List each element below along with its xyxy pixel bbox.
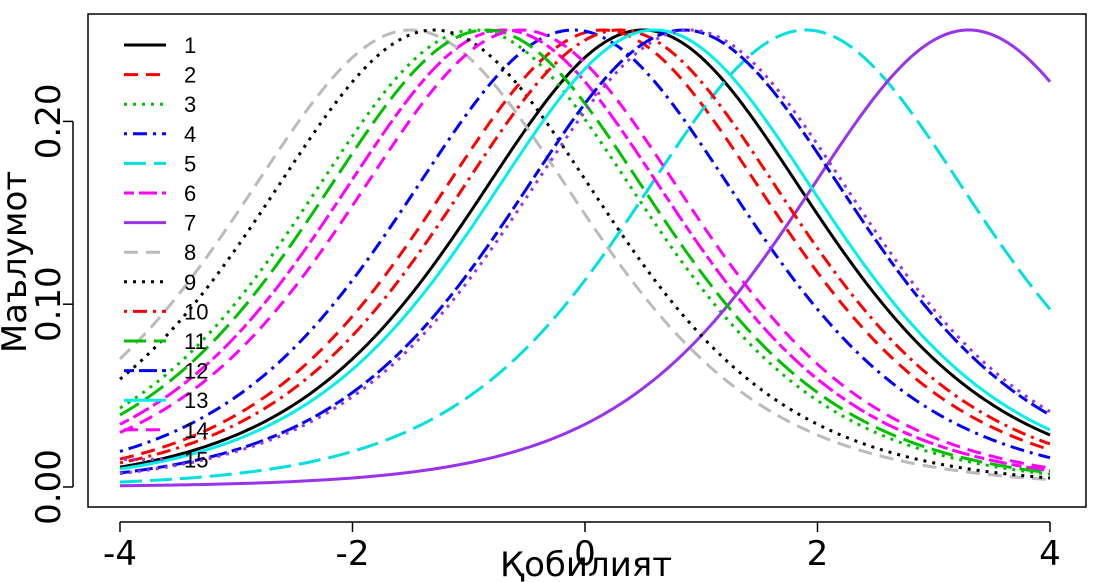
legend-label-11: 11 [184,329,207,354]
x-axis-title: Қобилият [500,545,672,582]
series-line-13 [119,28,1051,471]
series-line-5 [119,28,1052,484]
series-line-15 [119,28,1051,476]
legend-label-6: 6 [184,181,196,206]
series-line-10 [119,28,1051,465]
legend-label-8: 8 [184,240,196,265]
series-line-6 [119,28,1051,473]
x-tick-label: -4 [103,534,137,574]
series-line-9 [119,28,1051,480]
series-line-4 [119,28,1051,460]
x-tick-label: 0 [574,534,596,574]
legend-label-15: 15 [184,447,208,472]
series-line-14 [119,28,1051,470]
y-axis-title: Маълумот [0,171,35,353]
legend-label-3: 3 [184,92,196,117]
legend-label-9: 9 [184,270,196,295]
legend-label-5: 5 [184,151,196,176]
legend-label-4: 4 [184,122,196,147]
legend-label-10: 10 [184,299,208,324]
y-axis: 0.00 0.10 0.20 [29,84,74,525]
legend-label-14: 14 [184,418,208,443]
x-tick-label: 4 [1039,534,1061,574]
series-line-3 [119,28,1051,476]
legend-label-7: 7 [184,211,196,236]
series-line-7 [119,28,1052,488]
series-line-1 [119,28,1051,469]
plot-frame [87,13,1087,508]
y-tick-label: 0.10 [29,266,69,342]
y-tick-label: 0.20 [29,84,69,160]
legend-label-12: 12 [184,359,208,384]
x-tick-label: -2 [336,534,370,574]
x-axis: -4 -2 0 2 4 [103,521,1061,574]
legend-label-13: 13 [184,388,208,413]
curves [118,28,1052,488]
y-tick-label: 0.00 [29,449,69,525]
x-tick-label: 2 [807,534,829,574]
series-line-2 [119,28,1051,461]
legend-label-1: 1 [184,33,196,58]
legend-label-2: 2 [184,63,196,88]
series-line-12 [119,28,1051,475]
series-line-8 [118,28,1051,482]
series-line-11 [119,28,1051,475]
